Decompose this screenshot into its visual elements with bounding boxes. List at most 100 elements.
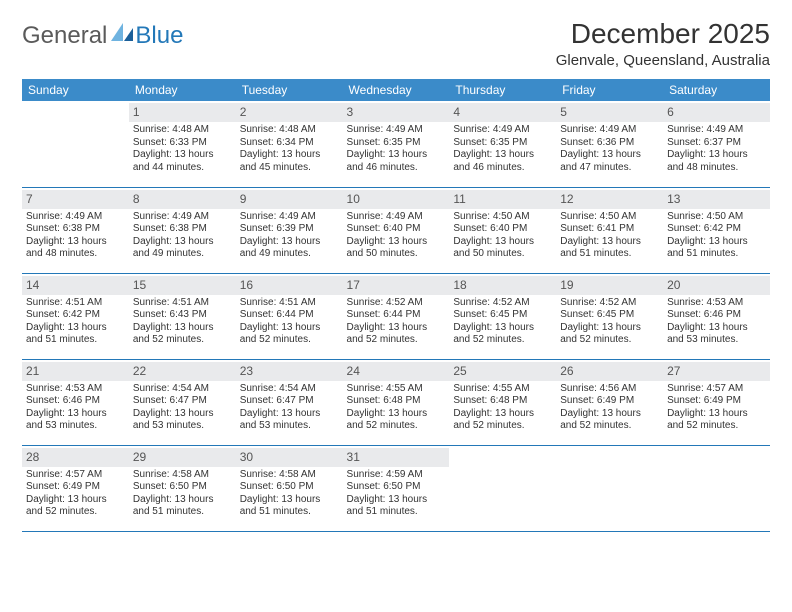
sunrise-line: Sunrise: 4:48 AM bbox=[240, 124, 339, 137]
calendar-cell: 22Sunrise: 4:54 AMSunset: 6:47 PMDayligh… bbox=[129, 359, 236, 445]
sunset-line: Sunset: 6:42 PM bbox=[26, 309, 125, 322]
calendar-cell: 9 Sunrise: 4:49 AMSunset: 6:39 PMDaylight… bbox=[236, 187, 343, 273]
sunrise-line: Sunrise: 4:53 AM bbox=[667, 297, 766, 310]
calendar-cell: 10Sunrise: 4:49 AMSunset: 6:40 PMDayligh… bbox=[343, 187, 450, 273]
sunset-line: Sunset: 6:35 PM bbox=[453, 137, 552, 150]
daylight-line-1: Daylight: 13 hours bbox=[26, 408, 125, 421]
sunset-line: Sunset: 6:46 PM bbox=[26, 395, 125, 408]
sunset-line: Sunset: 6:38 PM bbox=[26, 223, 125, 236]
day-number: 28 bbox=[22, 448, 129, 467]
sunset-line: Sunset: 6:39 PM bbox=[240, 223, 339, 236]
day-number: 8 bbox=[129, 190, 236, 209]
day-number: 27 bbox=[663, 362, 770, 381]
daylight-line-1: Daylight: 13 hours bbox=[453, 236, 552, 249]
daylight-line-1: Daylight: 13 hours bbox=[26, 322, 125, 335]
day-number: 18 bbox=[449, 276, 556, 295]
sunrise-line: Sunrise: 4:54 AM bbox=[240, 383, 339, 396]
calendar-week-row: 21Sunrise: 4:53 AMSunset: 6:46 PMDayligh… bbox=[22, 359, 770, 445]
logo-sail-icon bbox=[111, 22, 133, 50]
sunrise-line: Sunrise: 4:49 AM bbox=[347, 211, 446, 224]
calendar-cell: 28Sunrise: 4:57 AMSunset: 6:49 PMDayligh… bbox=[22, 445, 129, 531]
sunrise-line: Sunrise: 4:49 AM bbox=[453, 124, 552, 137]
title-block: December 2025 Glenvale, Queensland, Aust… bbox=[556, 18, 770, 69]
daylight-line-2: and 47 minutes. bbox=[560, 162, 659, 175]
sunset-line: Sunset: 6:49 PM bbox=[560, 395, 659, 408]
calendar-cell: 20Sunrise: 4:53 AMSunset: 6:46 PMDayligh… bbox=[663, 273, 770, 359]
sunrise-line: Sunrise: 4:49 AM bbox=[667, 124, 766, 137]
daylight-line-2: and 51 minutes. bbox=[347, 506, 446, 519]
day-number: 26 bbox=[556, 362, 663, 381]
sunrise-line: Sunrise: 4:51 AM bbox=[133, 297, 232, 310]
weekday-header: Monday bbox=[129, 79, 236, 101]
day-number: 30 bbox=[236, 448, 343, 467]
calendar-cell: 4Sunrise: 4:49 AMSunset: 6:35 PMDaylight… bbox=[449, 101, 556, 187]
sunset-line: Sunset: 6:40 PM bbox=[347, 223, 446, 236]
day-number: 9 bbox=[236, 190, 343, 209]
day-number: 31 bbox=[343, 448, 450, 467]
daylight-line-1: Daylight: 13 hours bbox=[347, 149, 446, 162]
sunrise-line: Sunrise: 4:49 AM bbox=[240, 211, 339, 224]
calendar-cell bbox=[556, 445, 663, 531]
sunrise-line: Sunrise: 4:52 AM bbox=[453, 297, 552, 310]
daylight-line-1: Daylight: 13 hours bbox=[453, 408, 552, 421]
calendar-cell: 14Sunrise: 4:51 AMSunset: 6:42 PMDayligh… bbox=[22, 273, 129, 359]
daylight-line-2: and 52 minutes. bbox=[347, 420, 446, 433]
daylight-line-2: and 53 minutes. bbox=[667, 334, 766, 347]
day-number: 22 bbox=[129, 362, 236, 381]
sunrise-line: Sunrise: 4:51 AM bbox=[240, 297, 339, 310]
calendar-cell: 7Sunrise: 4:49 AMSunset: 6:38 PMDaylight… bbox=[22, 187, 129, 273]
sunrise-line: Sunrise: 4:58 AM bbox=[240, 469, 339, 482]
daylight-line-2: and 44 minutes. bbox=[133, 162, 232, 175]
day-number: 13 bbox=[663, 190, 770, 209]
daylight-line-1: Daylight: 13 hours bbox=[240, 408, 339, 421]
calendar-cell: 18Sunrise: 4:52 AMSunset: 6:45 PMDayligh… bbox=[449, 273, 556, 359]
sunset-line: Sunset: 6:43 PM bbox=[133, 309, 232, 322]
page-header: General Blue December 2025 Glenvale, Que… bbox=[22, 18, 770, 69]
daylight-line-1: Daylight: 13 hours bbox=[453, 322, 552, 335]
sunset-line: Sunset: 6:44 PM bbox=[347, 309, 446, 322]
sunrise-line: Sunrise: 4:49 AM bbox=[347, 124, 446, 137]
calendar-cell: 23Sunrise: 4:54 AMSunset: 6:47 PMDayligh… bbox=[236, 359, 343, 445]
weekday-header: Wednesday bbox=[343, 79, 450, 101]
daylight-line-1: Daylight: 13 hours bbox=[26, 494, 125, 507]
calendar-week-row: 14Sunrise: 4:51 AMSunset: 6:42 PMDayligh… bbox=[22, 273, 770, 359]
calendar-cell: 31Sunrise: 4:59 AMSunset: 6:50 PMDayligh… bbox=[343, 445, 450, 531]
day-number: 20 bbox=[663, 276, 770, 295]
calendar-week-row: 7Sunrise: 4:49 AMSunset: 6:38 PMDaylight… bbox=[22, 187, 770, 273]
day-number: 15 bbox=[129, 276, 236, 295]
calendar-cell: 19Sunrise: 4:52 AMSunset: 6:45 PMDayligh… bbox=[556, 273, 663, 359]
sunset-line: Sunset: 6:33 PM bbox=[133, 137, 232, 150]
calendar-cell bbox=[449, 445, 556, 531]
day-number: 4 bbox=[449, 103, 556, 122]
daylight-line-2: and 52 minutes. bbox=[560, 334, 659, 347]
sunset-line: Sunset: 6:36 PM bbox=[560, 137, 659, 150]
logo-text-gray: General bbox=[22, 22, 107, 50]
sunrise-line: Sunrise: 4:55 AM bbox=[453, 383, 552, 396]
daylight-line-2: and 50 minutes. bbox=[347, 248, 446, 261]
daylight-line-1: Daylight: 13 hours bbox=[133, 149, 232, 162]
daylight-line-2: and 45 minutes. bbox=[240, 162, 339, 175]
daylight-line-2: and 51 minutes. bbox=[560, 248, 659, 261]
month-title: December 2025 bbox=[556, 18, 770, 50]
daylight-line-1: Daylight: 13 hours bbox=[667, 149, 766, 162]
weekday-header: Saturday bbox=[663, 79, 770, 101]
day-number: 24 bbox=[343, 362, 450, 381]
logo-text-blue: Blue bbox=[135, 22, 183, 50]
calendar-cell: 11Sunrise: 4:50 AMSunset: 6:40 PMDayligh… bbox=[449, 187, 556, 273]
daylight-line-2: and 51 minutes. bbox=[667, 248, 766, 261]
calendar-cell bbox=[22, 101, 129, 187]
sunset-line: Sunset: 6:46 PM bbox=[667, 309, 766, 322]
daylight-line-2: and 48 minutes. bbox=[26, 248, 125, 261]
daylight-line-1: Daylight: 13 hours bbox=[560, 236, 659, 249]
day-number: 21 bbox=[22, 362, 129, 381]
calendar-cell: 21Sunrise: 4:53 AMSunset: 6:46 PMDayligh… bbox=[22, 359, 129, 445]
brand-logo: General Blue bbox=[22, 18, 183, 50]
calendar-cell: 30Sunrise: 4:58 AMSunset: 6:50 PMDayligh… bbox=[236, 445, 343, 531]
daylight-line-1: Daylight: 13 hours bbox=[240, 236, 339, 249]
daylight-line-1: Daylight: 13 hours bbox=[560, 149, 659, 162]
weekday-header: Friday bbox=[556, 79, 663, 101]
sunset-line: Sunset: 6:50 PM bbox=[133, 481, 232, 494]
weekday-header-row: Sunday Monday Tuesday Wednesday Thursday… bbox=[22, 79, 770, 101]
daylight-line-2: and 52 minutes. bbox=[453, 420, 552, 433]
daylight-line-2: and 52 minutes. bbox=[560, 420, 659, 433]
